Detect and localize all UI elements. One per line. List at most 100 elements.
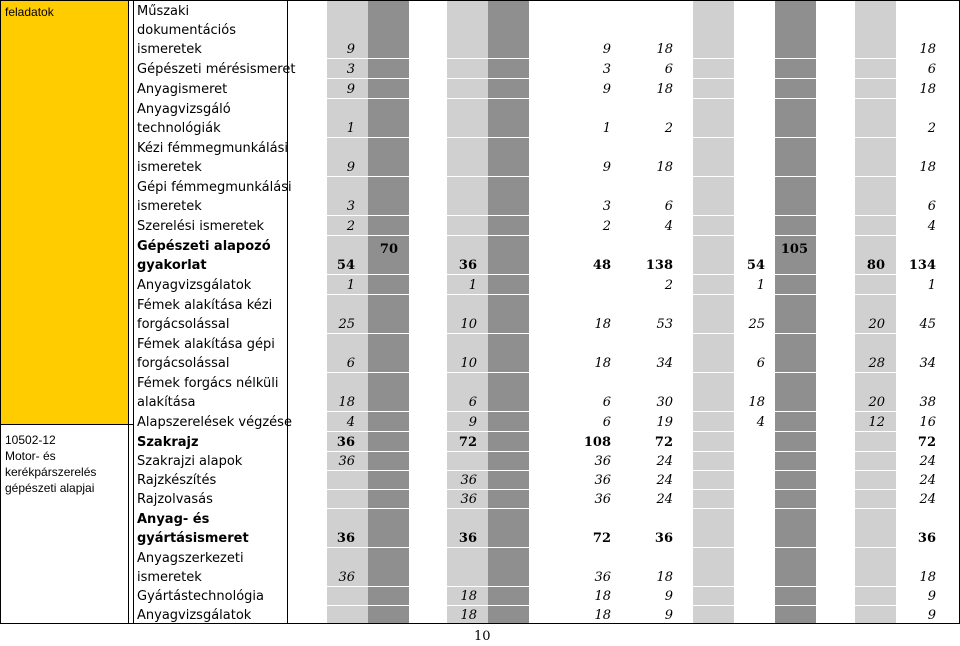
- row-separator: [447, 470, 529, 471]
- row-separator: [693, 451, 734, 452]
- row-separator: [855, 235, 896, 236]
- cell-c5: 6: [602, 395, 611, 410]
- cell-c5: 2: [602, 219, 611, 234]
- row-label: Alapszerelések végzése: [137, 413, 292, 432]
- cell-c5: 36: [594, 454, 611, 469]
- cell-c10: 134: [908, 258, 936, 273]
- cell-c10: 72: [917, 435, 936, 450]
- row-separator: [447, 431, 529, 432]
- row-separator: [855, 176, 896, 177]
- row-separator: [327, 605, 409, 606]
- row-separator: [693, 489, 734, 490]
- cell-c10: 34: [919, 356, 936, 371]
- border-bottom: [0, 623, 960, 624]
- row-label-line: Kézi fémmegmunkálási: [137, 141, 288, 156]
- cell-c6: 6: [664, 62, 673, 77]
- cell-c1: 4: [346, 415, 355, 430]
- cell-c6: 6: [664, 199, 673, 214]
- cell-c3: 10: [460, 356, 477, 371]
- cell-c10: 24: [919, 454, 936, 469]
- cell-c7: 18: [748, 395, 765, 410]
- row-separator: [327, 98, 409, 99]
- row-separator: [447, 586, 529, 587]
- row-label: Rajzkészítés: [137, 471, 216, 490]
- cell-c1: 1: [346, 121, 355, 136]
- cell-c10: 24: [919, 473, 936, 488]
- row-separator: [447, 137, 529, 138]
- cell-c6: 30: [656, 395, 673, 410]
- cell-c6: 2: [664, 278, 673, 293]
- cell-c6: 9: [664, 589, 673, 604]
- cell-c5: 9: [602, 82, 611, 97]
- cell-c10: 18: [919, 160, 936, 175]
- row-label-line: ismeretek: [137, 570, 202, 585]
- row-separator: [693, 274, 734, 275]
- row-label-line: Alapszerelések végzése: [137, 415, 292, 430]
- row-separator: [693, 215, 734, 216]
- cell-c10: 24: [919, 492, 936, 507]
- cell-c1: 36: [338, 454, 355, 469]
- row-separator: [775, 489, 816, 490]
- cell-c5: 108: [583, 435, 611, 450]
- row-separator: [775, 274, 816, 275]
- cell-c1: 36: [338, 570, 355, 585]
- row-separator: [775, 372, 816, 373]
- cell-c10: 18: [919, 82, 936, 97]
- cell-c5: 18: [594, 608, 611, 623]
- row-label: Szerelési ismeretek: [137, 217, 264, 236]
- row-separator: [693, 547, 734, 548]
- cell-c5: 3: [602, 199, 611, 214]
- row-separator: [327, 78, 409, 79]
- row-separator: [327, 274, 409, 275]
- row-separator: [855, 98, 896, 99]
- cell-c2: 70: [379, 242, 398, 257]
- left-yellow-cell: [0, 0, 128, 424]
- cell-c5: 18: [594, 317, 611, 332]
- row-separator: [327, 294, 409, 295]
- col-gray-3: [693, 0, 734, 624]
- row-separator: [447, 235, 529, 236]
- row-label-line: Anyagvizsgálatok: [137, 608, 252, 623]
- row-separator: [775, 411, 816, 412]
- row-separator: [693, 605, 734, 606]
- cell-c6: 19: [656, 415, 673, 430]
- border-col-b: [133, 0, 134, 624]
- row-label: Fémek alakítása gépi forgácsolással: [137, 335, 275, 373]
- cell-c9: 80: [866, 258, 885, 273]
- cell-c5: 48: [592, 258, 611, 273]
- row-separator: [693, 470, 734, 471]
- row-separator: [327, 586, 409, 587]
- cell-c1: 25: [338, 317, 355, 332]
- row-label-line: gyártásismeret: [137, 531, 249, 546]
- col-dark-3: [775, 0, 816, 624]
- cell-c6: 24: [656, 473, 673, 488]
- cell-c9: 12: [868, 415, 885, 430]
- row-label-line: Gépészeti alapozó: [137, 239, 271, 254]
- cell-c3: 72: [458, 435, 477, 450]
- row-label-line: dokumentációs: [137, 23, 237, 38]
- row-separator: [327, 137, 409, 138]
- cell-c10: 18: [919, 570, 936, 585]
- row-label: Műszaki dokumentációs ismeretek: [137, 2, 236, 59]
- row-label: Anyagismeret: [137, 80, 227, 99]
- row-label: Fémek alakítása kézi forgácsolással: [137, 296, 272, 334]
- row-label-line: ismeretek: [137, 199, 202, 214]
- cell-c10: 4: [927, 219, 936, 234]
- row-separator: [775, 78, 816, 79]
- row-separator: [447, 274, 529, 275]
- row-label-line: Szakrajz: [137, 435, 199, 450]
- cell-c6: 4: [664, 219, 673, 234]
- cell-c3: 18: [460, 608, 477, 623]
- cell-c6: 138: [645, 258, 673, 273]
- cell-c9: 20: [868, 317, 885, 332]
- row-separator: [327, 451, 409, 452]
- row-label-line: ismeretek: [137, 160, 202, 175]
- cell-c5: 18: [594, 589, 611, 604]
- row-label-line: alakítása: [137, 395, 196, 410]
- cell-c3: 6: [468, 395, 477, 410]
- row-separator: [693, 78, 734, 79]
- left-cell-line: 10502-12: [5, 433, 56, 447]
- cell-c3: 36: [460, 492, 477, 507]
- row-separator: [775, 58, 816, 59]
- row-separator: [775, 451, 816, 452]
